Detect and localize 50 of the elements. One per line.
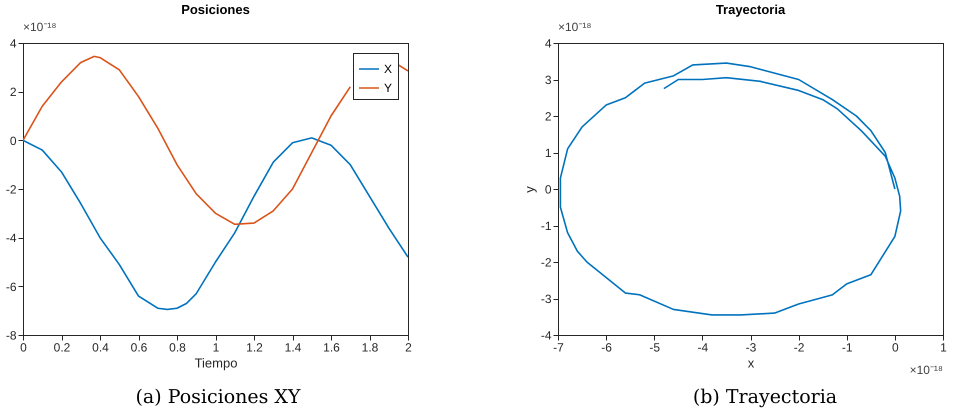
x-tick-label: 1	[940, 340, 948, 354]
y-tick-label: -6	[6, 280, 17, 294]
y-tick-label: -4	[6, 231, 17, 246]
text: ×10⁻¹⁸	[23, 20, 56, 34]
x-tick-label: 1.8	[362, 340, 379, 354]
y-axis-title: y	[522, 186, 537, 193]
x-axis-title: Tiempo	[194, 356, 238, 370]
x-tick-label: 1.6	[323, 340, 340, 354]
x-tick-label: 0.4	[92, 340, 110, 354]
text: (a) Posiciones XY	[134, 386, 302, 408]
x-tick-label: 0.8	[169, 340, 186, 354]
x-tick-label: 1.2	[246, 340, 264, 354]
x-tick-label: -7	[553, 340, 564, 354]
text: (b) Trayectoria	[692, 386, 838, 408]
x-tick-label: -6	[601, 340, 612, 354]
x-tick-label: -3	[746, 340, 757, 354]
y-tick-label: 1	[544, 146, 552, 160]
y-tick-label: -2	[540, 256, 552, 270]
x-tick-label: 0.2	[54, 340, 71, 354]
legend-label: Y	[384, 81, 392, 95]
x-tick-label: -5	[649, 340, 660, 354]
y-tick-label: 2	[10, 85, 17, 100]
y-tick-label: 4	[544, 36, 552, 50]
y-tick-label: 3	[544, 73, 552, 87]
x-tick-label: 1.4	[284, 340, 302, 354]
y-tick-label: 0	[544, 182, 552, 196]
chart-title: Trayectoria	[716, 2, 786, 17]
text: ×10⁻¹⁸	[558, 20, 592, 34]
x-tick-label: 1	[212, 340, 220, 354]
x-tick-label: -1	[842, 340, 853, 354]
x-axis-title: x	[748, 356, 755, 370]
line-series	[560, 62, 902, 316]
y-tick-label: -1	[540, 219, 552, 233]
legend-label: X	[384, 62, 392, 76]
y-tick-label: -2	[6, 182, 17, 196]
y-tick-label: -8	[6, 328, 17, 342]
x-tick-label: 0.6	[130, 340, 148, 354]
text: ×10⁻¹⁸	[910, 363, 943, 377]
line-series	[23, 137, 408, 310]
x-tick-label: 0	[20, 340, 28, 354]
y-tick-label: 4	[10, 36, 17, 50]
y-tick-label: 2	[544, 110, 552, 124]
y-tick-label: 0	[10, 134, 17, 148]
y-tick-label: -3	[540, 292, 552, 306]
x-tick-label: 0	[892, 340, 900, 354]
y-tick-label: -4	[540, 328, 552, 342]
x-tick-label: -4	[698, 340, 709, 354]
chart-title: Posiciones	[181, 2, 250, 17]
x-tick-label: -2	[794, 340, 805, 354]
x-tick-label: 2	[405, 340, 412, 354]
